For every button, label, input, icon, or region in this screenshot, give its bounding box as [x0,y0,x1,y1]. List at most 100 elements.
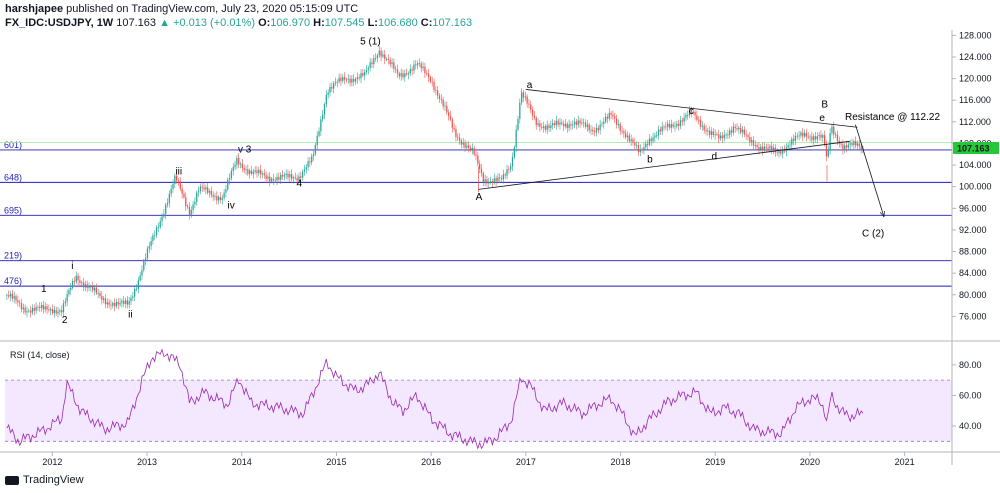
candle-body [168,193,170,203]
candle-body [20,303,23,310]
candle-body [528,103,530,105]
wave-label: Resistance @ 112.22 [845,112,940,123]
candle-body [794,135,797,141]
candle-body [763,146,766,151]
candle-body [329,86,331,93]
candle-body [126,300,129,305]
time-tick-label: 2017 [516,457,536,467]
price-tick-label: 76.000 [959,311,987,321]
candle-body [201,186,203,188]
candle-body [424,66,426,74]
wave-label: b [647,154,653,165]
candle-body [677,123,680,126]
candle-body [194,201,196,205]
price-tick-label: 104.000 [959,160,992,170]
candle-body [426,73,428,74]
candle-body [782,148,784,154]
candle-body [780,151,782,154]
price-tick-label: 124.000 [959,52,992,62]
candle-body [625,133,627,138]
candle-body [345,79,348,81]
candle-body [643,147,645,150]
candle-body [743,129,745,135]
open-value: 106.970 [270,17,311,29]
candle-body [807,136,809,138]
candle-body [57,311,59,314]
candle-body [296,178,298,181]
candle-body [135,288,138,290]
candle-body [95,287,97,294]
candle-body [303,169,306,172]
candle-body [836,134,839,141]
rsi-tick-label: 80.00 [959,360,982,370]
candle-body [796,135,798,137]
candle-body [71,281,74,288]
rsi-axis[interactable]: 40.00 60.00 80.00 [952,360,982,431]
candle-body [258,169,260,174]
time-tick-label: 2013 [137,457,157,467]
rsi-tick-label: 40.00 [959,421,982,431]
candle-body [223,192,225,199]
candle-body [143,260,145,270]
candle-body [623,131,625,134]
price-tick-label: 120.000 [959,74,992,84]
price-axis[interactable]: 76.000 80.000 84.000 88.000 92.000 96.000 100.… [952,30,992,321]
candle-body [13,296,15,299]
candle-body [31,307,34,313]
candle-body [853,141,855,146]
candle-body [730,130,733,133]
candle-body [358,77,360,79]
wave-label: ii [128,309,132,320]
low-value: 106.680 [377,17,418,29]
candle-body [437,90,439,96]
candle-body [661,126,663,132]
candle-body [761,146,764,151]
candle-body [721,135,724,139]
candle-body [745,134,747,136]
candle-body [254,170,256,172]
wave-label: C (2) [862,228,884,239]
candle-body [75,275,77,282]
candle-body [597,127,599,131]
fib-level-label: 601) [4,140,22,150]
time-axis[interactable]: 2012 2013 2014 2015 2016 2017 2018 2019 2020 2021 [42,452,915,467]
candle-body [243,168,245,171]
candle-body [39,306,41,308]
candle-body [347,78,349,80]
candle-body [186,205,189,207]
candle-body [371,62,373,65]
candle-body [208,191,211,193]
symbol-legend[interactable]: FX_IDC:USDJPY, 1W 107.163 ▲ +0.013 (+0.0… [5,17,472,29]
candle-body [672,124,674,127]
candle-body [29,310,32,313]
candle-body [84,284,87,288]
candle-body [458,137,461,141]
candle-body [544,126,547,130]
candle-body [405,73,408,75]
candle-body [457,136,459,138]
candle-body [225,189,227,193]
candle-body [632,139,634,143]
candle-body [692,111,694,113]
candle-body [236,157,238,165]
candle-body [502,174,505,180]
wave-label: e [819,113,825,124]
change-up-icon: ▲ [159,17,170,29]
candle-body [513,147,515,158]
candle-body [791,138,793,145]
price-tick-label: 116.000 [959,95,991,105]
candle-body [559,122,561,125]
author-name[interactable]: harshjapee [5,3,64,15]
candle-body [688,109,691,116]
candle-body [353,78,355,82]
candle-body [364,72,366,76]
candle-body [497,177,499,182]
candle-body [564,123,567,127]
candle-body [530,104,532,110]
candle-body [464,142,466,148]
tradingview-logo[interactable]: TradingView [5,474,84,486]
candle-body [289,174,291,178]
time-tick-label: 2014 [232,457,252,467]
